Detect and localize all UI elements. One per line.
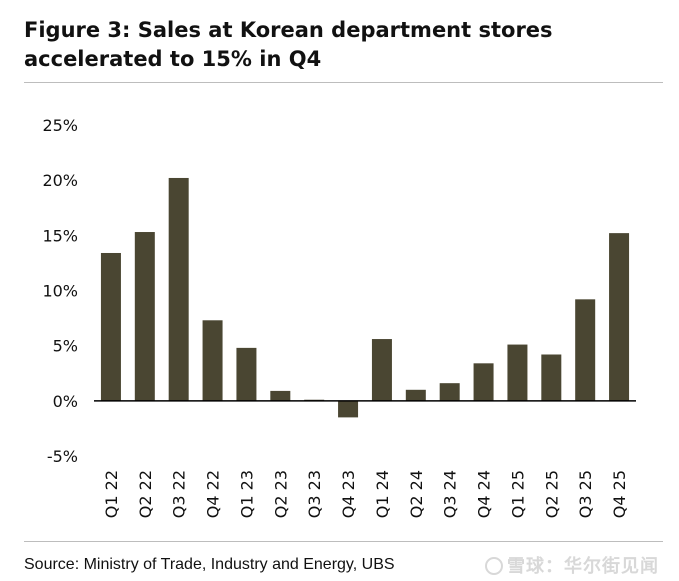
x-tick-label: Q2 23 [271,470,290,518]
x-tick-label: Q3 23 [305,470,324,518]
x-tick-label: Q4 23 [339,470,358,518]
y-axis-ticks: 25% 20% 15% 10% 5% 0% -5% [42,116,78,466]
bar [371,339,392,401]
bar [439,383,460,401]
bar [100,252,121,401]
bar [338,400,359,418]
x-axis-ticks: Q1 22 Q2 22 Q3 22 Q4 22 Q1 23 Q2 23 Q3 23 Q4 23… [102,470,629,518]
y-tick-label: 0% [53,392,78,411]
x-tick-label: Q3 24 [441,470,460,518]
bar [507,344,528,401]
source-note: Source: Ministry of Trade, Industry and … [24,556,395,573]
x-tick-label: Q4 24 [475,470,494,518]
bar [609,233,630,401]
x-tick-label: Q3 25 [576,470,595,518]
x-tick-label: Q4 22 [204,470,223,518]
x-tick-label: Q1 24 [373,470,392,518]
x-tick-label: Q1 23 [237,470,256,518]
y-tick-label: 20% [42,171,78,190]
bar [236,347,257,401]
x-tick-label: Q2 25 [542,470,561,518]
x-tick-label: Q2 24 [407,470,426,518]
top-divider [24,82,663,83]
y-tick-label: 25% [42,116,78,135]
x-tick-label: Q4 25 [610,470,629,518]
bar [473,363,494,401]
watermark: 雪球：华尔街见闻 [485,552,659,578]
bar-chart: 25% 20% 15% 10% 5% 0% -5% Q1 22 Q2 22 Q3 22 Q4 22… [42,116,636,518]
bars [100,177,630,418]
bar [202,320,223,401]
x-tick-label: Q1 25 [508,470,527,518]
y-tick-label: 15% [42,226,78,245]
x-tick-label: Q1 22 [102,470,121,518]
bar [270,390,291,401]
chart-title: Figure 3: Sales at Korean department sto… [24,18,553,71]
bar [541,354,562,401]
x-tick-label: Q3 22 [170,470,189,518]
y-tick-label: -5% [47,447,78,466]
bottom-divider [24,541,663,542]
bar [134,232,155,401]
watermark-icon [485,557,503,575]
bar [575,299,596,401]
x-tick-label: Q2 22 [136,470,155,518]
bar [405,389,426,401]
bar [168,177,189,401]
y-tick-label: 5% [53,337,78,356]
watermark-text: 雪球：华尔街见闻 [507,556,659,576]
y-tick-label: 10% [42,282,78,301]
